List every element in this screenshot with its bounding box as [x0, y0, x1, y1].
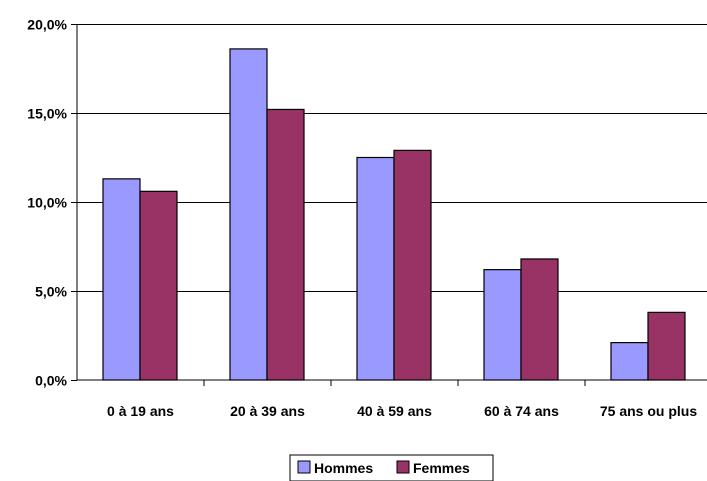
bar-femmes-1	[266, 108, 305, 381]
legend-label-hommes: Hommes	[314, 460, 373, 476]
x-tick-label: 20 à 39 ans	[230, 403, 305, 419]
axes	[71, 24, 707, 386]
bar-hommes-3	[483, 269, 522, 381]
y-tick-label: 0,0%	[35, 373, 67, 389]
bar-hommes-2	[356, 156, 395, 381]
legend-box	[289, 454, 494, 481]
bar-femmes-0	[139, 190, 178, 381]
y-tick-label: 5,0%	[35, 284, 67, 300]
bar-femmes-2	[393, 149, 432, 381]
legend-swatch-femmes	[396, 460, 410, 474]
y-tick-label: 15,0%	[27, 106, 67, 122]
y-tick-labels: 0,0% 5,0% 10,0% 15,0% 20,0%	[27, 17, 67, 389]
x-tick-label: 40 à 59 ans	[357, 403, 432, 419]
legend-label-femmes: Femmes	[413, 460, 470, 476]
x-tick-label: 75 ans ou plus	[600, 403, 697, 419]
legend-swatch-hommes	[297, 460, 311, 474]
x-tick-labels: 0 à 19 ans 20 à 39 ans 40 à 59 ans 60 à 74 …	[107, 403, 697, 419]
x-tick-label: 0 à 19 ans	[107, 403, 174, 419]
y-tick-label: 20,0%	[27, 17, 67, 33]
bar-hommes-0	[102, 178, 141, 381]
bar-femmes-3	[520, 258, 559, 381]
y-tick-label: 10,0%	[27, 195, 67, 211]
bar-hommes-4	[610, 342, 649, 381]
bars	[102, 48, 686, 381]
x-tick-label: 60 à 74 ans	[484, 403, 559, 419]
legend: Hommes Femmes	[289, 454, 494, 481]
bar-hommes-1	[229, 48, 268, 381]
bar-femmes-4	[647, 311, 686, 381]
